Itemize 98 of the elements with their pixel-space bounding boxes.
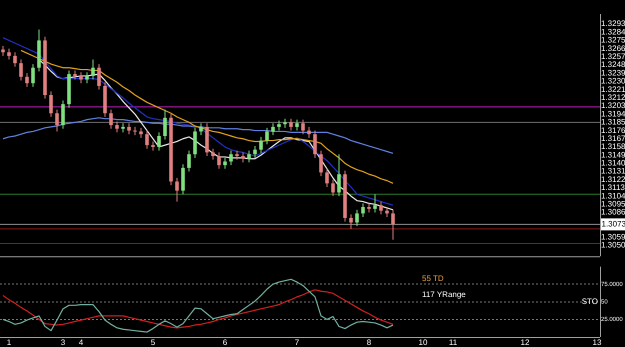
candlestick — [325, 168, 329, 188]
y-tick-label: 1.3086 — [601, 208, 625, 217]
candlestick — [181, 164, 185, 195]
annotation: 55 TD — [422, 274, 444, 283]
candlestick — [55, 109, 59, 132]
y-tick-label: 1.3059 — [601, 232, 625, 242]
candlestick — [115, 120, 119, 133]
candlestick — [139, 127, 143, 138]
y-tick-label: 1.3239 — [601, 68, 625, 78]
candlestick — [73, 70, 77, 80]
candlestick — [109, 109, 113, 130]
candlestick — [235, 150, 239, 160]
candlestick — [223, 157, 227, 170]
candlestick — [187, 150, 191, 172]
y-tick-label: 1.3266 — [601, 44, 625, 53]
y-tick-label: 1.3203 — [601, 101, 625, 110]
candlestick — [391, 209, 395, 240]
candlestick — [337, 154, 341, 197]
candlestick — [91, 59, 95, 80]
x-tick-label: 7 — [294, 338, 300, 347]
y-tick-label: 1.3113 — [601, 183, 625, 192]
y-tick-label: 1.3221 — [601, 84, 625, 94]
x-tick-label: 12 — [520, 338, 530, 347]
x-tick-label: 1 — [6, 338, 12, 347]
x-tick-label: 6 — [222, 338, 228, 347]
x-tick-label: 8 — [366, 338, 372, 347]
candlestick — [13, 52, 17, 68]
x-tick-label: 13 — [592, 338, 602, 347]
candlestick — [61, 100, 65, 130]
y-tick-label: 1.3185 — [601, 118, 625, 127]
candlestick — [157, 132, 161, 152]
y-tick-label: 1.3140 — [601, 158, 625, 168]
candlestick — [271, 122, 275, 136]
y-tick-label: 1.3230 — [601, 76, 625, 86]
candlestick — [229, 150, 233, 166]
candlestick — [121, 122, 125, 133]
candlestick — [1, 45, 5, 56]
candlestick — [259, 136, 263, 154]
x-tick-label: 10 — [418, 338, 428, 347]
candlestick — [373, 194, 377, 213]
candlestick — [241, 152, 245, 163]
candlestick — [217, 152, 221, 170]
candlestick — [361, 202, 365, 218]
candlestick — [163, 109, 167, 140]
candlestick — [349, 214, 353, 230]
y-tick-label: 1.3167 — [601, 134, 625, 143]
y-tick-label: 1.3212 — [601, 92, 625, 102]
candlestick — [307, 126, 311, 138]
candlestick — [385, 206, 389, 218]
x-tick-label: 4 — [78, 338, 84, 347]
candlestick — [79, 72, 83, 84]
candlestick — [151, 140, 155, 152]
candlestick — [367, 202, 371, 213]
x-tick-label: 11 — [448, 338, 458, 347]
candlestick — [211, 148, 215, 160]
y-tick-label: 1.3050 — [601, 240, 625, 250]
candlestick — [313, 130, 317, 158]
y-tick-label: 1.3149 — [601, 150, 625, 160]
candlestick — [295, 119, 299, 132]
y-tick-label: 1.3104 — [601, 191, 625, 200]
candlestick — [301, 119, 305, 135]
candlestick — [145, 130, 149, 150]
y-tick-label: 1.3284 — [601, 27, 625, 36]
candlestick — [85, 72, 89, 84]
y-tick-label: 1.3275 — [601, 36, 625, 45]
candlestick — [289, 118, 293, 132]
candlestick — [283, 118, 287, 128]
candlestick — [31, 64, 35, 88]
candlestick — [175, 177, 179, 202]
candlestick — [319, 150, 323, 177]
y-tick-label: 1.3122 — [601, 174, 625, 184]
candlestick — [193, 127, 197, 158]
y-tick-label: 1.3257 — [601, 52, 625, 61]
y-tick-label: 1.3158 — [601, 142, 625, 152]
y-tick-label: 1.3248 — [601, 60, 625, 70]
y-axis-title: STO — [582, 297, 598, 306]
y-tick-label: 1.3293 — [601, 19, 625, 28]
candlestick — [19, 59, 23, 81]
candlestick — [7, 48, 11, 60]
candlestick — [355, 209, 359, 227]
x-tick-label: 5 — [150, 338, 156, 347]
y-tick-label: 1.3176 — [601, 126, 625, 135]
candlestick — [253, 146, 257, 158]
candlestick — [331, 179, 335, 197]
x-tick-label: 3 — [60, 338, 66, 347]
candlestick — [199, 122, 203, 136]
candlestick — [379, 201, 383, 215]
candlestick — [25, 72, 29, 88]
candlestick — [127, 122, 131, 135]
candlestick — [247, 150, 251, 163]
y-tick-label: 1.3131 — [601, 166, 625, 176]
candlestick — [277, 120, 281, 132]
candlestick — [49, 90, 53, 118]
candlestick — [97, 64, 101, 90]
y-tick-label: 1.3095 — [601, 200, 625, 209]
y-tick-label: 1.3194 — [601, 109, 625, 118]
annotation: 117 YRange — [422, 290, 466, 299]
candlestick — [265, 127, 269, 145]
